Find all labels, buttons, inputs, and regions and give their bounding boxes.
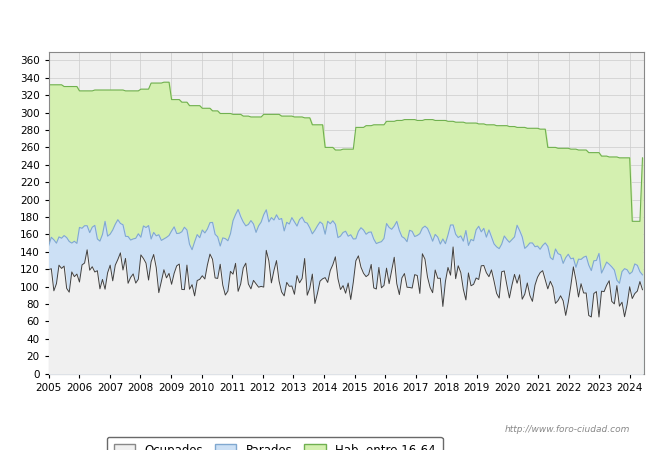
Legend: Ocupados, Parados, Hab. entre 16-64: Ocupados, Parados, Hab. entre 16-64 — [107, 437, 443, 450]
Text: http://www.foro-ciudad.com: http://www.foro-ciudad.com — [505, 425, 630, 434]
Text: foro-ciudad.com: foro-ciudad.com — [218, 225, 474, 252]
Text: Alamillo - Evolucion de la poblacion en edad de Trabajar Mayo de 2024: Alamillo - Evolucion de la poblacion en … — [88, 17, 562, 30]
